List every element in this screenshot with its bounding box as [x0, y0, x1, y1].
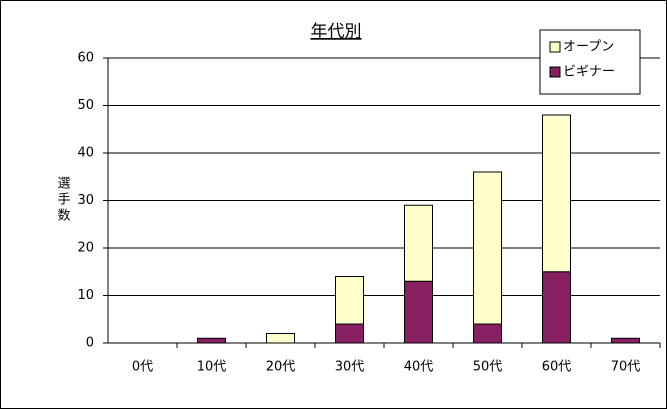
y-tick-label: 20 — [77, 241, 94, 256]
chart-title: 年代別 — [311, 22, 362, 42]
bar-segment — [542, 271, 571, 344]
x-tick-label: 0代 — [132, 360, 153, 375]
x-tick-label: 10代 — [197, 360, 227, 375]
x-tick-label: 20代 — [266, 360, 296, 375]
x-tick-label: 60代 — [542, 360, 572, 375]
bar-segment — [266, 333, 295, 344]
y-axis-label: 選手数 — [55, 176, 71, 224]
y-tick-label: 10 — [77, 288, 94, 303]
y-tick-label: 50 — [77, 98, 94, 113]
legend-label: ビギナー — [563, 65, 615, 80]
legend-swatch — [549, 41, 561, 53]
x-tick-label: 70代 — [611, 360, 641, 375]
bar-segment — [611, 337, 640, 344]
bar-segment — [197, 337, 226, 344]
y-tick-label: 60 — [77, 51, 94, 66]
legend-label: オープン — [563, 40, 614, 55]
y-tick-label: 40 — [77, 146, 94, 161]
bar-segment — [542, 114, 571, 273]
bar-segment — [404, 280, 433, 344]
bar-segment — [473, 323, 502, 344]
bar-segment — [404, 204, 433, 282]
bar-segment — [335, 323, 364, 344]
bar-segment — [473, 171, 502, 325]
y-tick-label: 30 — [77, 193, 94, 208]
x-tick-label: 30代 — [335, 360, 365, 375]
legend-swatch — [549, 66, 561, 78]
x-tick-label: 40代 — [404, 360, 434, 375]
bar-segment — [335, 276, 364, 325]
x-tick-label: 50代 — [473, 360, 503, 375]
y-tick-label: 0 — [86, 336, 94, 351]
legend-box — [539, 29, 641, 95]
